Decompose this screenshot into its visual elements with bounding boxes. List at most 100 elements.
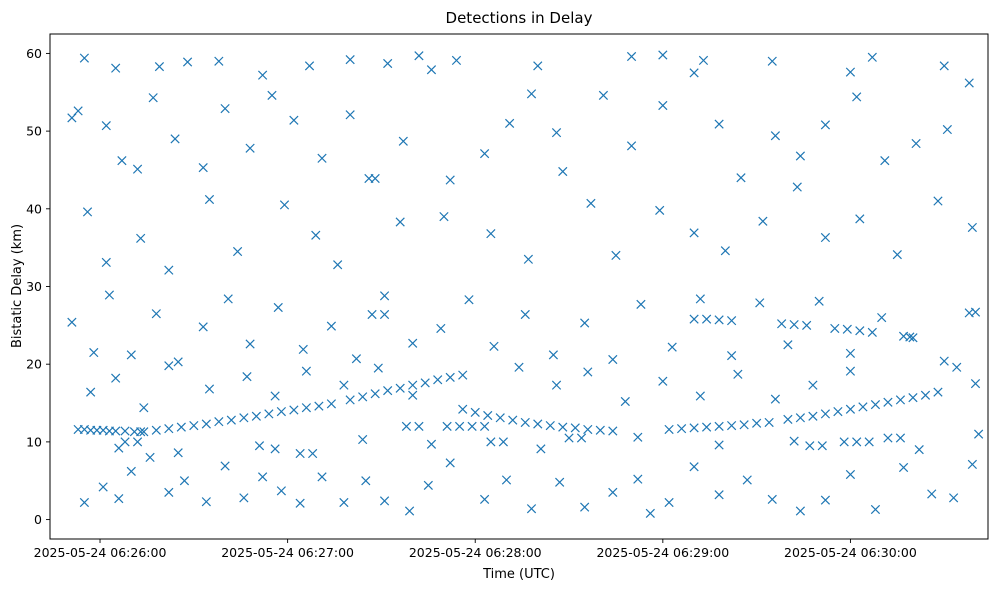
data-point-marker (845, 67, 856, 77)
data-point-marker (845, 366, 856, 376)
data-point-marker (905, 332, 915, 342)
data-point-marker (689, 314, 699, 324)
data-point-marker (276, 406, 286, 417)
data-point-marker (864, 437, 874, 447)
data-point-marker (908, 333, 918, 343)
y-tick-label: 20 (26, 357, 42, 372)
data-point-marker (223, 294, 233, 304)
data-point-marker (139, 403, 149, 413)
data-point-marker (855, 214, 865, 224)
data-point-marker (558, 166, 568, 177)
data-point-marker (101, 257, 111, 268)
y-axis-ticks: 0 10 20 30 40 50 60 (26, 46, 50, 527)
data-point-marker (676, 424, 687, 434)
data-point-marker (373, 363, 383, 373)
data-point-marker (839, 437, 849, 447)
data-point-marker (883, 397, 893, 407)
data-point-marker (426, 65, 437, 75)
data-point-marker (251, 411, 261, 421)
data-point-marker (351, 354, 362, 364)
data-point-marker (736, 173, 746, 183)
data-point-marker (164, 265, 174, 275)
data-point-marker (701, 314, 712, 324)
data-point-marker (379, 291, 390, 301)
data-point-marker (852, 437, 862, 447)
data-point-marker (111, 373, 121, 383)
data-point-marker (395, 383, 405, 393)
data-point-marker (239, 413, 249, 423)
data-point-marker (132, 437, 143, 447)
data-point-marker (920, 390, 931, 400)
data-point-marker (408, 380, 418, 390)
data-point-marker (939, 356, 949, 366)
data-point-marker (379, 496, 390, 506)
data-point-marker (626, 141, 637, 151)
data-point-marker (470, 407, 480, 417)
data-point-marker (151, 309, 161, 319)
data-point-marker (892, 250, 902, 260)
data-point-marker (154, 62, 165, 72)
data-point-marker (73, 106, 83, 116)
data-point-marker (245, 339, 255, 349)
data-point-marker (445, 372, 455, 383)
data-point-marker (967, 222, 977, 233)
data-point-marker (504, 118, 515, 128)
data-point-marker (242, 371, 252, 382)
data-point-marker (933, 387, 943, 397)
data-point-marker (714, 490, 724, 500)
data-point-marker (914, 445, 924, 455)
data-point-marker (173, 448, 183, 458)
data-point-marker (908, 392, 918, 403)
data-point-marker (898, 462, 909, 473)
data-point-marker (586, 198, 596, 208)
data-point-marker (948, 493, 959, 503)
data-point-marker (633, 474, 643, 484)
data-point-marker (777, 319, 787, 329)
x-axis-ticks: 2025-05-24 06:26:00 2025-05-24 06:27:00 20… (34, 539, 917, 560)
data-point-marker (398, 136, 408, 146)
data-point-marker (345, 395, 355, 405)
data-point-marker (714, 315, 724, 325)
data-point-marker (170, 134, 180, 144)
data-point-marker (973, 429, 984, 439)
data-point-marker (408, 338, 418, 348)
data-point-marker (148, 93, 158, 103)
data-point-marker (970, 378, 981, 389)
data-point-marker (301, 403, 312, 413)
data-point-marker (458, 404, 468, 414)
data-point-marker (82, 207, 93, 217)
data-point-marker (333, 260, 343, 270)
y-tick-label: 10 (26, 434, 42, 449)
data-point-marker (939, 61, 949, 71)
data-point-marker (664, 497, 674, 508)
data-point-marker (820, 495, 831, 505)
data-point-marker (289, 115, 299, 125)
data-point-marker (451, 55, 462, 66)
y-tick-label: 40 (26, 201, 42, 216)
data-point-marker (551, 380, 562, 390)
data-point-marker (204, 194, 215, 205)
data-point-marker (758, 216, 768, 226)
data-point-marker (298, 344, 308, 355)
data-point-marker (479, 421, 490, 431)
data-point-marker (770, 394, 781, 404)
data-point-marker (326, 321, 337, 331)
data-point-marker (714, 119, 724, 129)
data-point-marker (830, 323, 840, 334)
data-point-marker (545, 420, 555, 431)
data-point-marker (458, 370, 468, 380)
data-point-marker (655, 205, 665, 215)
data-point-marker (583, 424, 593, 435)
data-point-marker (295, 498, 305, 508)
data-point-marker (726, 351, 737, 361)
data-point-marker (808, 411, 818, 421)
data-point-marker (970, 307, 981, 317)
data-point-marker (667, 342, 677, 352)
data-point-marker (833, 406, 843, 417)
data-point-marker (842, 324, 852, 334)
data-point-marker (164, 424, 174, 434)
data-point-marker (752, 418, 762, 428)
data-point-marker (942, 124, 952, 135)
data-point-marker (808, 380, 818, 390)
